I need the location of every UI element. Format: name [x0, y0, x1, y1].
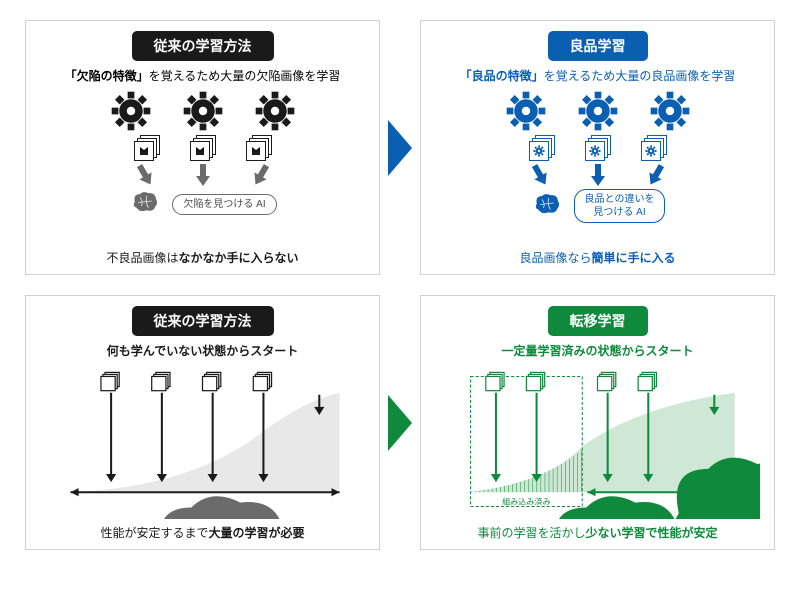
callout: 欠陥を見つける AI [172, 194, 276, 215]
description: 何も学んでいない状態からスタート [107, 342, 298, 359]
badge: 従来の学習方法 [132, 31, 274, 61]
learning-chart: 組み込み済み [435, 369, 760, 519]
brain-icon [128, 189, 162, 220]
brain-row: 良品との違いを見つける AI [530, 189, 666, 223]
brain-icon [530, 191, 564, 222]
arrow-right-icon [388, 395, 412, 451]
panel-bottom-left: 従来の学習方法 何も学んでいない状態からスタート 性能が安定するまで大量の学習が… [25, 295, 380, 550]
top-row: 従来の学習方法 「欠陥の特徴」を覚えるため大量の欠陥画像を学習 欠陥を見つける … [25, 20, 775, 275]
description: 「良品の特徴」を覚えるため大量の良品画像を学習 [460, 67, 736, 84]
converge-arrows [137, 164, 269, 186]
badge: 従来の学習方法 [132, 306, 274, 336]
svg-text:組み込み済み: 組み込み済み [502, 496, 551, 506]
docs [529, 135, 667, 161]
docs [134, 135, 272, 161]
converge-arrows [532, 164, 664, 186]
badge: 良品学習 [548, 31, 648, 61]
callout: 良品との違いを見つける AI [574, 189, 666, 223]
gears [110, 90, 296, 132]
arrow-right-icon [388, 120, 412, 176]
panel-top-right: 良品学習 「良品の特徴」を覚えるため大量の良品画像を学習 良品との違いを見つける… [420, 20, 775, 275]
footer: 不良品画像はなかなか手に入らない [106, 249, 298, 266]
description: 一定量学習済みの状態からスタート [501, 342, 693, 359]
panel-top-left: 従来の学習方法 「欠陥の特徴」を覚えるため大量の欠陥画像を学習 欠陥を見つける … [25, 20, 380, 275]
gears [505, 90, 691, 132]
description: 「欠陥の特徴」を覚えるため大量の欠陥画像を学習 [65, 67, 341, 84]
bottom-row: 従来の学習方法 何も学んでいない状態からスタート 性能が安定するまで大量の学習が… [25, 295, 775, 550]
brain-row: 欠陥を見つける AI [128, 189, 276, 220]
footer: 良品画像なら簡単に手に入る [519, 249, 675, 266]
learning-chart [40, 369, 365, 519]
footer: 事前の学習を活かし少ない学習で性能が安定 [477, 524, 717, 541]
panel-bottom-right: 転移学習 一定量学習済みの状態からスタート 組み込み済み 事前の学習を活かし少な… [420, 295, 775, 550]
badge: 転移学習 [548, 306, 648, 336]
footer: 性能が安定するまで大量の学習が必要 [100, 524, 304, 541]
